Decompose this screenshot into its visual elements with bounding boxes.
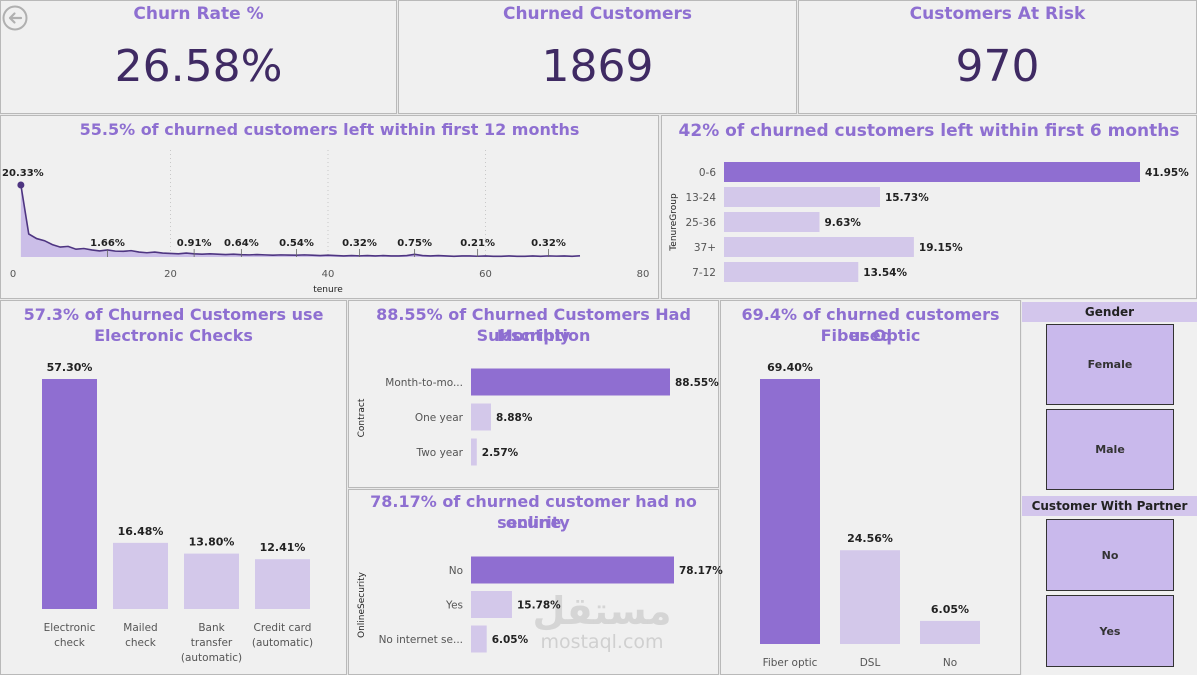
kpi-value: 970	[955, 41, 1040, 92]
kpi-title: Churn Rate %	[133, 4, 264, 24]
payment-chart-panel: 57.3% of Churned Customers use Electroni…	[0, 300, 347, 675]
kpi-card-churned-customers: Churned Customers 1869	[398, 0, 797, 114]
chart-title-line-2: security	[497, 513, 570, 532]
chart-title: 55.5% of churned customers left within f…	[79, 120, 580, 139]
kpi-title: Churned Customers	[502, 4, 693, 24]
chart-title-line-1: 78.17% of churned customer had no online	[370, 492, 697, 532]
gender-option-female[interactable]: Female	[1046, 324, 1174, 405]
watermark-logo: مستقل mostaql.com	[522, 590, 682, 660]
kpi-card-customers-at-risk: Customers At Risk 970	[798, 0, 1197, 114]
watermark-arabic: مستقل	[532, 589, 672, 633]
kpi-value: 1869	[541, 41, 654, 92]
contract-chart-panel: 88.55% of Churned Customers Had Monthly …	[348, 300, 719, 488]
partner-option-no[interactable]: No	[1046, 519, 1174, 591]
internet-chart-panel: 69.4% of churned customers used Fiber Op…	[720, 300, 1021, 675]
kpi-value: 26.58%	[114, 41, 283, 92]
back-arrow-icon[interactable]	[2, 5, 28, 31]
kpi-card-churn-rate: Churn Rate % 26.58%	[0, 0, 397, 114]
chart-title-line-1: 69.4% of churned customers used	[741, 305, 1000, 345]
watermark-latin: mostaql.com	[540, 631, 664, 653]
chart-title: 42% of churned customers left within fir…	[678, 121, 1180, 141]
tenure-chart-panel: 55.5% of churned customers left within f…	[0, 115, 659, 299]
chart-title-line-1: 57.3% of Churned Customers use	[23, 305, 324, 324]
kpi-title: Customers At Risk	[909, 4, 1086, 24]
gender-option-male[interactable]: Male	[1046, 409, 1174, 490]
gender-slicer-title: Gender	[1022, 302, 1197, 322]
chart-title-line-2: Fiber Optic	[820, 326, 921, 345]
chart-title-line-2: Electronic Checks	[94, 326, 253, 345]
chart-title-line-2: Subscription	[476, 326, 591, 345]
tenure-group-chart-panel: 42% of churned customers left within fir…	[661, 115, 1197, 299]
partner-option-yes[interactable]: Yes	[1046, 595, 1174, 667]
partner-slicer-title: Customer With Partner	[1022, 496, 1197, 516]
chart-title-line-1: 88.55% of Churned Customers Had Monthly	[376, 305, 691, 345]
